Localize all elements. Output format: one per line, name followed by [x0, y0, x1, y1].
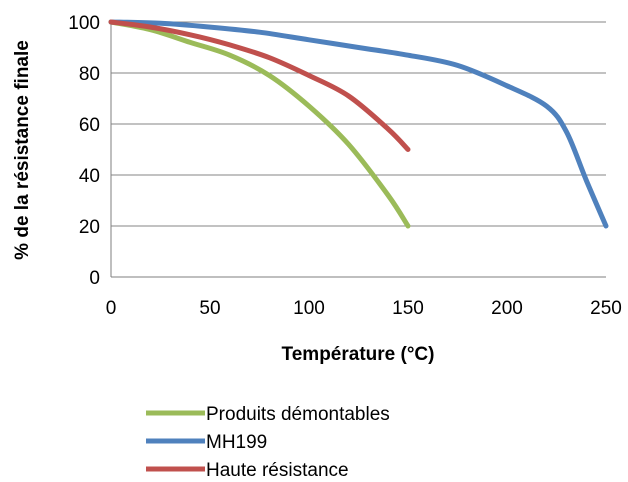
gridlines [111, 21, 606, 227]
y-tick-label: 20 [79, 217, 100, 238]
x-tick-label: 0 [106, 298, 117, 319]
legend-label: Haute résistance [206, 460, 349, 481]
series-lines [108, 19, 609, 229]
legend: Produits démontables MH199 Haute résistanc… [146, 404, 390, 481]
x-tick-label: 50 [199, 298, 220, 319]
y-tick-label: 0 [89, 268, 100, 289]
x-tick-label: 200 [491, 298, 523, 319]
x-tick-label: 250 [590, 298, 622, 319]
legend-label: MH199 [206, 432, 267, 453]
x-tick-labels: 0 50 100 150 200 250 [106, 298, 622, 319]
y-tick-label: 60 [79, 115, 100, 136]
y-axis-title: % de la résistance finale [12, 40, 33, 260]
y-tick-labels: 0 20 40 60 80 100 [68, 13, 100, 289]
series-line-1 [108, 19, 411, 229]
x-tick-label: 150 [392, 298, 424, 319]
x-axis-title: Température (°C) [282, 344, 435, 365]
x-tick-label: 100 [293, 298, 325, 319]
y-tick-label: 40 [79, 166, 100, 187]
y-tick-label: 80 [79, 64, 100, 85]
series-line-2 [108, 19, 609, 229]
series-line-3 [108, 19, 411, 152]
legend-label: Produits démontables [206, 404, 390, 425]
y-tick-label: 100 [68, 13, 100, 34]
